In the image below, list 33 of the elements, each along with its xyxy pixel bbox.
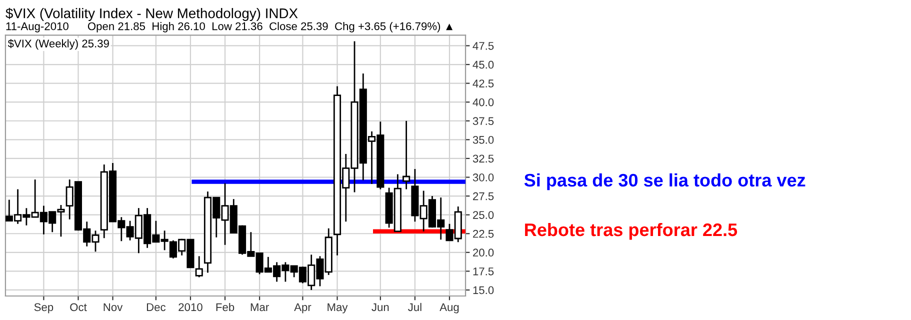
x-tick-label: Mar <box>250 303 269 312</box>
y-tick-label: 37.5 <box>472 117 494 126</box>
text: Si pasa de 30 se lia todo otra vez <box>524 173 806 190</box>
candlestick <box>195 255 203 278</box>
x-tick-label: 2010 <box>178 303 202 312</box>
y-tick-label: 27.5 <box>473 192 494 200</box>
y-tick-label: 22.5 <box>473 230 494 238</box>
y-tick-label: 40.0 <box>472 98 494 106</box>
x-tick-label: Oct <box>70 303 87 312</box>
y-tick-label: 17.5 <box>473 268 494 276</box>
x-tick-label: Feb <box>216 302 234 312</box>
chart-subtitle: 11-Aug-2010 Open 21.85 High 26.10 Low 21.36 Close 25.39 Chg +3.65 (+16.79%) ▲ <box>6 22 453 32</box>
x-tick-label: Jul <box>408 302 422 312</box>
annotation: $VIX (Weekly) 25.39 <box>8 39 109 50</box>
y-tick-label: 25.0 <box>473 211 494 219</box>
x-tick-label: Sep <box>34 303 54 314</box>
x-tick-label: May <box>328 303 348 314</box>
y-tick-label: 30.0 <box>472 174 494 182</box>
x-tick-label: Jun <box>372 303 389 312</box>
y-tick-label: 32.5 <box>472 154 494 163</box>
candlestick <box>402 120 410 190</box>
text: Rebote tras perforar 22.5 <box>525 222 738 240</box>
y-tick-label: 35.0 <box>472 136 494 144</box>
x-tick-label: Aug <box>440 303 459 314</box>
y-tick-label: 42.5 <box>472 80 494 88</box>
x-tick-label: Nov <box>104 303 123 312</box>
y-tick-label: 47.5 <box>472 42 494 50</box>
x-tick-label: Apr <box>294 303 312 314</box>
chart-title: $VIX (Volatility Index - New Methodology) INDX <box>6 8 298 21</box>
y-tick-label: 15.0 <box>473 286 494 294</box>
y-tick-label: 45.0 <box>472 60 494 69</box>
x-tick-label: Dec <box>146 303 166 312</box>
y-tick-label: 20.0 <box>473 248 494 257</box>
